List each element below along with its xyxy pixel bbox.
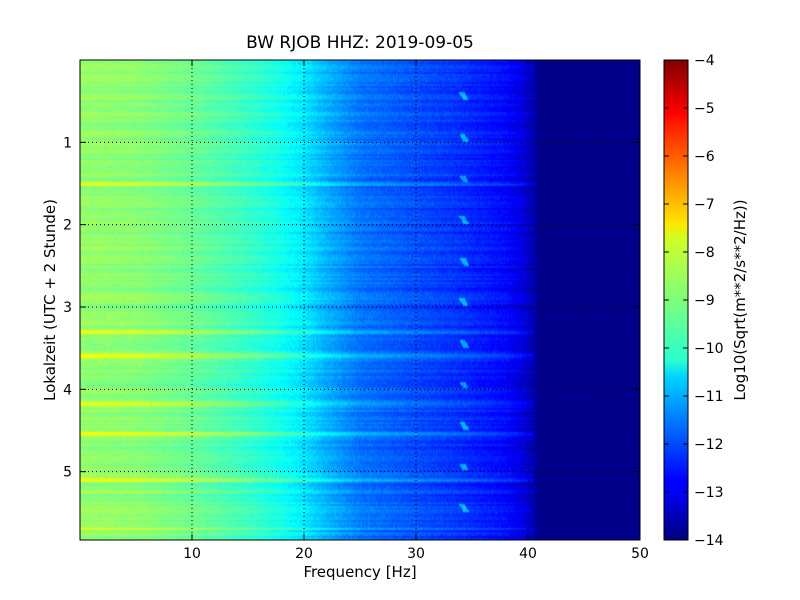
x-tick-label: 50 [631,546,649,562]
colorbar-tick-label: −11 [694,389,724,405]
x-tick-label: 20 [295,546,313,562]
colorbar-tick-label: −12 [694,437,724,453]
spectrogram-plot: 10 20 30 40 50 1 2 3 4 5 [63,59,649,562]
y-tick-label: 4 [63,382,72,398]
colorbar-tick-label: −6 [694,149,715,165]
colorbar-tick-label: −14 [694,533,724,549]
colorbar-tick-label: −8 [694,245,715,261]
colorbar-tick-label: −10 [694,341,724,357]
colorbar-tick-label: −9 [694,293,715,309]
plot-frame [79,59,641,541]
horizontal-gridlines [80,141,640,473]
colorbar-label: Log10(Sqrt(m**2/s**2/Hz)) [731,199,749,400]
x-tick-label: 40 [519,546,537,562]
x-tick-label: 10 [183,546,201,562]
colorbar-tick-label: −7 [694,197,715,213]
chart-title: BW RJOB HHZ: 2019-09-05 [246,33,474,53]
colorbar-ticks: −4 −5 −6 −7 −8 −9 −10 −11 −12 −13 −14 [664,53,724,549]
x-axis-label: Frequency [Hz] [303,563,416,581]
x-axis-ticks: 10 20 30 40 50 [183,60,649,562]
colorbar-tick-label: −5 [694,101,715,117]
y-tick-label: 1 [63,135,72,151]
y-tick-label: 2 [63,218,72,234]
colorbar-tick-label: −4 [694,53,715,69]
vertical-gridlines [191,60,529,540]
spectrogram-heatmap [80,60,640,540]
y-axis-label: Lokalzeit (UTC + 2 Stunde) [41,199,59,401]
y-tick-label: 3 [63,300,72,316]
x-tick-label: 30 [407,546,425,562]
y-tick-label: 5 [63,465,72,481]
colorbar-tick-label: −13 [694,485,724,501]
colorbar: −4 −5 −6 −7 −8 −9 −10 −11 −12 −13 −14 [663,53,724,549]
y-axis-ticks: 1 2 3 4 5 [63,135,640,481]
